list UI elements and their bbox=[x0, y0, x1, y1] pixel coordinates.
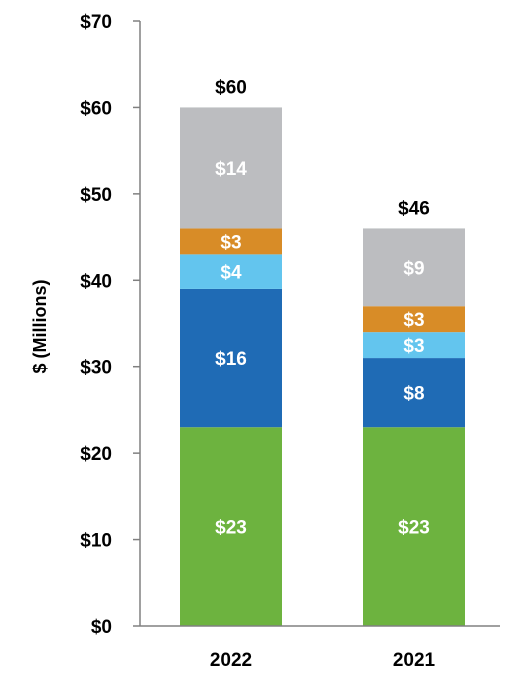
x-tick-label: 2021 bbox=[393, 650, 436, 671]
segment-value-label: $4 bbox=[220, 263, 242, 284]
y-tick-label: $30 bbox=[80, 358, 112, 379]
y-axis-title: $ (Millions) bbox=[30, 279, 50, 373]
segment-value-label: $3 bbox=[403, 310, 424, 331]
y-tick-label: $70 bbox=[80, 12, 112, 33]
bar-segment bbox=[180, 254, 282, 289]
total-value-label: $46 bbox=[398, 198, 430, 219]
segment-value-label: $23 bbox=[398, 518, 430, 539]
bar-segment bbox=[180, 288, 282, 428]
bars bbox=[180, 107, 465, 626]
y-tick-label: $50 bbox=[80, 185, 112, 206]
bar-segment bbox=[180, 427, 282, 626]
bar-segment bbox=[363, 332, 465, 359]
bar-segment bbox=[180, 107, 282, 229]
total-value-label: $60 bbox=[215, 77, 247, 98]
bar-segment bbox=[180, 228, 282, 255]
bar-segment bbox=[363, 228, 465, 307]
bar-segment bbox=[363, 358, 465, 428]
x-tick-label: 2022 bbox=[210, 650, 252, 671]
x-axis: 2022 2021 bbox=[140, 625, 500, 671]
segment-value-label: $23 bbox=[215, 518, 247, 539]
y-tick-label: $0 bbox=[91, 617, 112, 638]
bar-segment bbox=[363, 427, 465, 626]
segment-value-label: $3 bbox=[403, 336, 424, 357]
segment-value-label: $8 bbox=[403, 384, 424, 405]
bar-segment bbox=[363, 306, 465, 333]
y-tick-label: $10 bbox=[80, 531, 112, 552]
segment-value-label: $9 bbox=[403, 258, 424, 279]
y-axis: $0 $10 $20 $30 $40 $50 $60 $70 bbox=[80, 12, 141, 638]
segment-value-label: $3 bbox=[220, 232, 241, 253]
y-tick-label: $60 bbox=[80, 98, 112, 119]
bar-labels: $23 $16 $4 $3 $14 $60 $23 $8 $3 $3 $9 $46 bbox=[215, 77, 430, 538]
y-tick-label: $20 bbox=[80, 444, 112, 465]
segment-value-label: $14 bbox=[215, 159, 247, 180]
y-tick-label: $40 bbox=[80, 271, 112, 292]
segment-value-label: $16 bbox=[215, 349, 247, 370]
